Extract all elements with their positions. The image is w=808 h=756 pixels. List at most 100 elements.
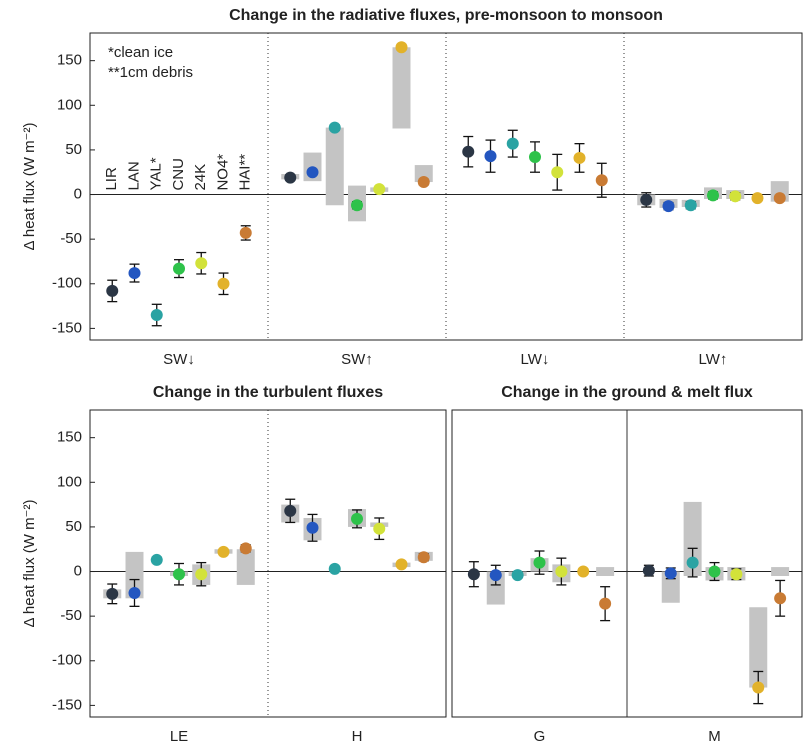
range-bar (486, 571, 505, 605)
annotation: **1cm debris (108, 64, 193, 81)
data-point (195, 568, 208, 581)
data-point (599, 597, 612, 610)
range-bar (749, 607, 768, 688)
y-tick-label: 150 (57, 429, 82, 446)
y-tick-label: -50 (60, 230, 82, 247)
data-point (751, 192, 764, 205)
data-point (467, 568, 480, 581)
data-point (373, 522, 386, 535)
y-tick-label: -100 (52, 652, 82, 669)
data-point (664, 567, 677, 580)
data-point (662, 200, 675, 213)
y-axis-label: Δ heat flux (W m⁻²) (21, 500, 38, 628)
panel-title: Change in the radiative fluxes, pre-mons… (229, 7, 663, 24)
data-point (551, 166, 564, 179)
data-point (395, 41, 408, 54)
x-tick-label: LW↑ (699, 351, 728, 368)
site-label: LAN (125, 161, 142, 190)
data-point (707, 189, 719, 202)
data-point (128, 586, 141, 599)
site-label: HAI** (237, 154, 254, 191)
data-point (595, 174, 608, 187)
x-tick-label: SW↓ (163, 351, 195, 368)
data-point (533, 556, 546, 569)
data-point (773, 192, 786, 205)
y-tick-label: -50 (60, 607, 82, 624)
plot-frame (89, 409, 447, 718)
data-point (506, 137, 519, 150)
data-point (351, 199, 363, 212)
data-point (752, 681, 765, 694)
range-bar (125, 551, 144, 599)
x-tick-label: LE (170, 728, 188, 745)
data-point (686, 556, 699, 569)
data-point (150, 553, 163, 566)
x-tick-label: M (708, 728, 721, 745)
y-tick-label: 0 (74, 563, 82, 580)
data-point (173, 262, 185, 275)
data-point (730, 568, 743, 581)
data-point (489, 569, 502, 582)
data-point (195, 257, 208, 270)
data-point (774, 592, 787, 605)
data-point (640, 193, 653, 206)
data-point (373, 183, 386, 196)
y-tick-label: 150 (57, 52, 82, 69)
data-point (484, 150, 497, 163)
data-point (284, 171, 297, 184)
data-point (395, 558, 408, 571)
data-point (573, 151, 586, 164)
plot-frame (451, 409, 803, 718)
y-tick-label: 50 (65, 518, 82, 535)
y-tick-label: 50 (65, 141, 82, 158)
data-point (729, 190, 742, 203)
panel-title: Change in the ground & melt flux (501, 384, 753, 401)
data-point (328, 121, 341, 134)
range-bar (392, 47, 411, 129)
data-point (106, 587, 119, 600)
range-bar (236, 549, 255, 585)
data-point (642, 564, 655, 577)
range-bar (596, 567, 615, 576)
y-tick-label: -150 (52, 319, 82, 336)
data-point (217, 545, 230, 558)
y-tick-label: -100 (52, 275, 82, 292)
site-label: YAL* (148, 157, 165, 190)
x-tick-label: SW↑ (341, 351, 373, 368)
range-bar (771, 567, 790, 576)
range-bar (683, 501, 702, 576)
data-point (239, 542, 252, 555)
annotation: *clean ice (108, 44, 173, 61)
range-bar (414, 165, 433, 183)
data-point (708, 565, 721, 578)
data-point (529, 151, 541, 164)
site-label: LIR (103, 167, 120, 191)
range-bar (661, 571, 680, 603)
data-point (555, 565, 568, 578)
y-axis-label: Δ heat flux (W m⁻²) (21, 123, 38, 251)
y-tick-label: 100 (57, 473, 82, 490)
data-point (306, 521, 319, 534)
data-point (284, 504, 297, 517)
data-point (328, 562, 341, 575)
data-point (306, 166, 319, 179)
data-point (173, 568, 185, 581)
x-tick-label: G (534, 728, 546, 745)
y-tick-label: 0 (74, 186, 82, 203)
site-label: CNU (170, 158, 187, 191)
data-point (217, 277, 230, 290)
x-tick-label: H (352, 728, 363, 745)
data-point (577, 565, 590, 578)
data-point (417, 551, 430, 564)
data-point (684, 199, 697, 212)
y-tick-label: 100 (57, 96, 82, 113)
x-tick-label: LW↓ (521, 351, 550, 368)
site-label: NO4* (214, 154, 231, 191)
data-point (351, 512, 363, 525)
data-point (128, 267, 141, 280)
data-point (417, 176, 430, 189)
y-tick-label: -150 (52, 696, 82, 713)
data-point (239, 226, 252, 239)
range-bar (325, 127, 344, 206)
